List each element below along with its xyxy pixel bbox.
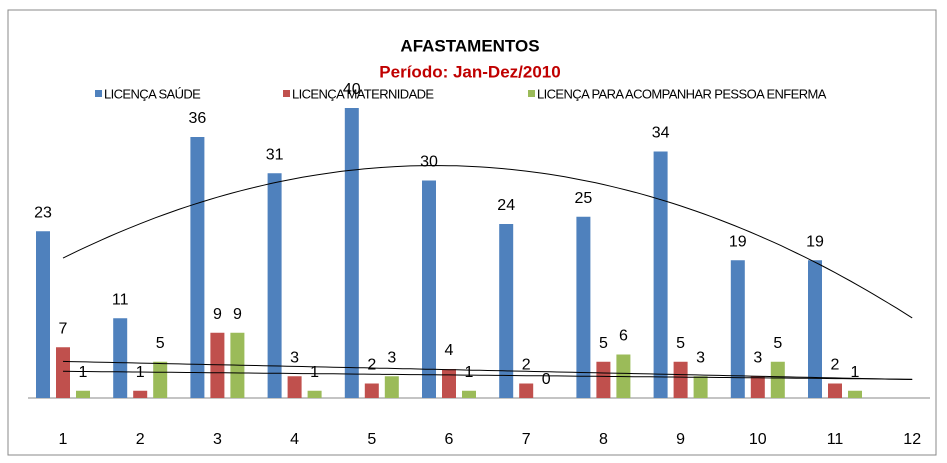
- data-label: 2: [522, 357, 531, 374]
- data-label: 3: [696, 349, 705, 366]
- data-label: 1: [79, 364, 88, 381]
- legend-swatch: [283, 90, 290, 97]
- bar: [267, 173, 282, 398]
- data-label: 6: [619, 328, 628, 345]
- bar: [76, 390, 90, 398]
- chart-title: AFASTAMENTOS: [400, 36, 539, 55]
- bar: [344, 108, 359, 398]
- legend-label: LICENÇA MATERNIDADE: [292, 86, 434, 101]
- data-label: 31: [266, 146, 284, 163]
- data-label: 5: [599, 335, 608, 352]
- data-label: 3: [753, 349, 762, 366]
- bar: [519, 383, 534, 398]
- bar: [307, 390, 322, 398]
- bar: [36, 231, 50, 398]
- legend-label: LICENÇA PARA ACOMPANHAR PESSOA ENFERMA: [537, 86, 827, 101]
- data-label: 2: [367, 357, 376, 374]
- bar: [56, 347, 70, 398]
- bar: [422, 180, 436, 398]
- data-label: 19: [806, 233, 824, 250]
- data-label: 9: [233, 306, 242, 323]
- x-tick-label: 7: [522, 431, 531, 448]
- data-label: 1: [465, 364, 474, 381]
- legend-swatch: [95, 90, 102, 97]
- data-label: 1: [851, 364, 860, 381]
- trendline: [62, 360, 913, 380]
- x-tick-label: 12: [903, 431, 921, 448]
- bar: [210, 332, 225, 398]
- data-label: 40: [343, 81, 361, 98]
- x-tick-label: 8: [599, 431, 608, 448]
- bar: [770, 361, 785, 398]
- x-tick-label: 11: [827, 431, 844, 448]
- x-tick-label: 9: [676, 431, 685, 448]
- x-tick-label: 2: [136, 431, 145, 448]
- x-tick-label: 3: [213, 431, 222, 448]
- data-label: 2: [831, 357, 840, 374]
- trendline: [62, 370, 913, 380]
- bar: [462, 390, 476, 398]
- trendline: [62, 164, 913, 319]
- bar: [113, 318, 128, 398]
- data-label: 11: [112, 291, 129, 308]
- data-label: 5: [676, 335, 685, 352]
- bar: [693, 376, 708, 398]
- x-tick-label: 6: [445, 431, 454, 448]
- bar: [808, 260, 822, 398]
- x-tick-label: 1: [59, 431, 68, 448]
- data-label: 34: [652, 125, 670, 142]
- bar: [653, 151, 668, 398]
- chart-subtitle: Período: Jan-Dez/2010: [379, 62, 560, 81]
- data-label: 3: [387, 349, 396, 366]
- bar: [190, 137, 205, 398]
- data-label: 30: [420, 154, 438, 171]
- data-label: 19: [729, 233, 747, 250]
- data-label: 0: [542, 371, 551, 388]
- data-label: 3: [290, 349, 299, 366]
- data-label: 1: [310, 364, 319, 381]
- data-label: 9: [213, 306, 222, 323]
- bar: [384, 376, 399, 398]
- data-label: 24: [497, 197, 515, 214]
- bar: [596, 361, 611, 398]
- bar: [828, 383, 842, 398]
- legend-swatch: [528, 90, 535, 97]
- x-tick-label: 5: [367, 431, 376, 448]
- bar: [153, 361, 168, 398]
- bar: [133, 390, 148, 398]
- bar: [750, 376, 765, 398]
- data-label: 5: [156, 335, 165, 352]
- bar: [364, 383, 379, 398]
- data-label: 23: [34, 204, 52, 221]
- legend-label: LICENÇA SAÚDE: [104, 86, 201, 101]
- data-label: 7: [59, 320, 68, 337]
- bar: [576, 216, 591, 398]
- data-label: 5: [773, 335, 782, 352]
- bar: [730, 260, 745, 398]
- bar: [499, 224, 514, 398]
- bar: [848, 390, 862, 398]
- data-label: 25: [575, 190, 593, 207]
- x-tick-label: 4: [290, 431, 299, 448]
- bar: [673, 361, 688, 398]
- data-label: 36: [189, 110, 207, 127]
- data-label: 4: [445, 342, 454, 359]
- bar: [442, 369, 456, 398]
- bar: [287, 376, 302, 398]
- x-tick-label: 10: [749, 431, 767, 448]
